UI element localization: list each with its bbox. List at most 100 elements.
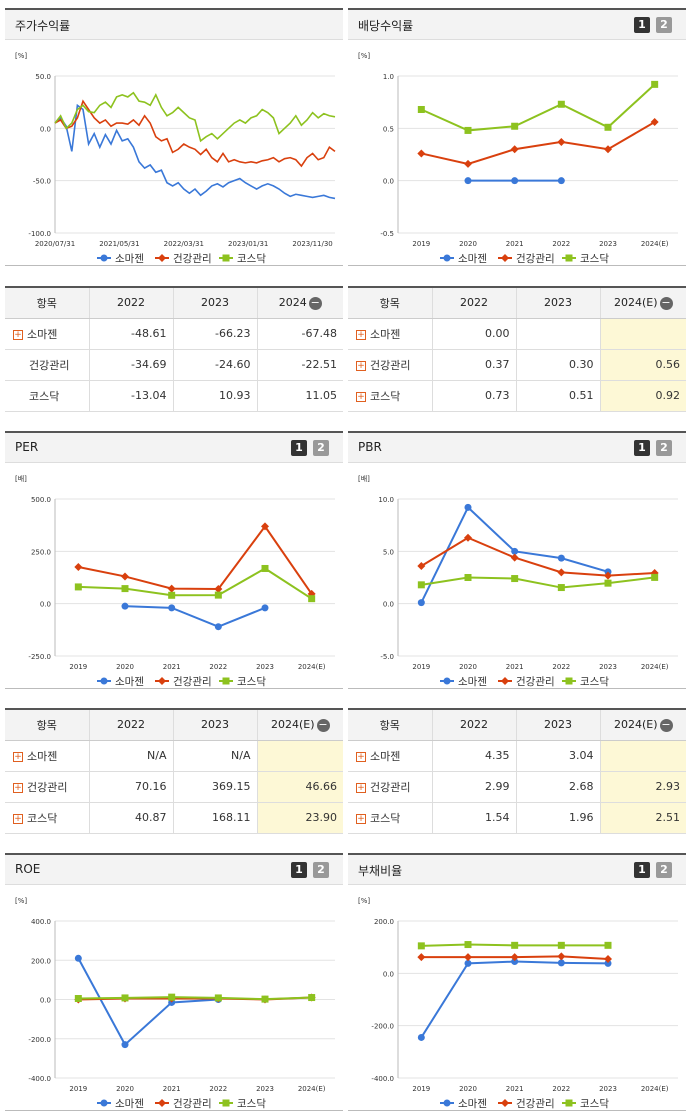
- data-point: [557, 554, 565, 562]
- expand-icon[interactable]: +: [13, 329, 23, 340]
- x-tick-label: 2022: [209, 1085, 227, 1093]
- table-cell: -13.04: [89, 380, 174, 412]
- expand-icon[interactable]: +: [356, 329, 366, 340]
- row-name-cell[interactable]: + 코스닥: [348, 802, 433, 834]
- data-point: [651, 80, 659, 88]
- data-point: [604, 579, 612, 587]
- page-2-button[interactable]: 2: [313, 862, 329, 878]
- column-header-label: 2023: [201, 296, 229, 310]
- row-name: 코스닥: [370, 389, 401, 403]
- table-cell: [600, 318, 686, 350]
- row-name-cell[interactable]: + 소마젠: [5, 318, 90, 350]
- page-1-button[interactable]: 1: [291, 440, 307, 456]
- x-tick-label: 2022: [552, 1085, 570, 1093]
- table-cell: -24.60: [173, 349, 258, 381]
- expand-icon[interactable]: +: [13, 782, 23, 793]
- row-name-cell[interactable]: + 코스닥: [5, 802, 90, 834]
- collapse-icon[interactable]: −: [659, 295, 673, 310]
- collapse-icon[interactable]: −: [659, 717, 673, 732]
- unit-label: [%]: [358, 52, 370, 60]
- expand-icon[interactable]: +: [13, 751, 23, 762]
- page-1-button[interactable]: 1: [634, 17, 650, 33]
- expand-icon[interactable]: +: [13, 813, 23, 824]
- chart-panel-per: PER 1 2 [배] 500.0 250.0 0.0 -250.0 2019 2020 20…: [5, 431, 343, 689]
- data-point: [464, 177, 472, 185]
- row-name-cell[interactable]: + 소마젠: [5, 740, 90, 772]
- table-row: + 건강관리 2.99 2.68 2.93: [348, 771, 686, 803]
- legend-label: 코스닥: [580, 676, 609, 688]
- chart-panel-stock-return: 주가수익률 [%] 50.0 0.0 -50.0 -100.0 2020/07/31 202…: [5, 8, 343, 266]
- table-cell: 2.68: [516, 771, 601, 803]
- column-header-label: 항목: [379, 718, 400, 732]
- data-point: [443, 1099, 451, 1107]
- y-tick-label: 200.0: [374, 918, 394, 926]
- unit-label: [%]: [15, 52, 27, 60]
- data-point: [261, 995, 269, 1003]
- x-tick-label: 2020: [459, 663, 477, 671]
- table-cell: -34.69: [89, 349, 174, 381]
- pbr-chart: [배] 10.0 5.0 0.0 -5.0 2019 2020 2021 2022 2023 202…: [358, 474, 678, 688]
- page-2-button[interactable]: 2: [656, 440, 672, 456]
- row-name-cell[interactable]: + 소마젠: [348, 318, 433, 350]
- expand-icon[interactable]: +: [356, 391, 366, 402]
- table-row: + 코스닥 40.87 168.11 23.90: [5, 802, 343, 834]
- expand-icon[interactable]: +: [356, 813, 366, 824]
- page-2-button[interactable]: 2: [656, 17, 672, 33]
- collapse-icon[interactable]: −: [308, 295, 322, 310]
- series-line: [78, 524, 313, 595]
- data-point: [464, 126, 472, 134]
- table-cell: 1.96: [516, 802, 601, 834]
- page-2-button[interactable]: 2: [656, 862, 672, 878]
- row-name-cell[interactable]: + 소마젠: [348, 740, 433, 772]
- row-name-cell: 건강관리: [5, 349, 90, 381]
- row-name-cell[interactable]: + 건강관리: [348, 349, 433, 381]
- data-point: [417, 105, 425, 113]
- page-1-button[interactable]: 1: [634, 862, 650, 878]
- data-point: [565, 254, 573, 262]
- data-point: [121, 572, 129, 581]
- y-tick-label: 0.0: [40, 601, 51, 609]
- panel-header: PER 1 2: [5, 433, 343, 463]
- row-name: 건강관리: [27, 780, 68, 794]
- row-name: 건강관리: [370, 358, 411, 372]
- data-point: [168, 604, 176, 612]
- table-row: 코스닥 -13.04 10.93 11.05: [5, 380, 343, 412]
- panel-header: PBR 1 2: [348, 433, 686, 463]
- x-tick-label: 2020: [116, 1085, 134, 1093]
- legend-label: 건강관리: [516, 676, 555, 688]
- legend-label: 건강관리: [516, 253, 555, 265]
- panel-header: ROE 1 2: [5, 855, 343, 885]
- column-header-label: 항목: [36, 296, 57, 310]
- table-cell: 1.54: [432, 802, 517, 834]
- row-name-cell[interactable]: + 코스닥: [348, 380, 433, 412]
- table-cell: 2.51: [600, 802, 686, 834]
- expand-icon[interactable]: +: [356, 782, 366, 793]
- page-1-button[interactable]: 1: [291, 862, 307, 878]
- data-point: [417, 561, 426, 570]
- collapse-icon[interactable]: −: [316, 717, 330, 732]
- x-tick-label: 2023: [599, 240, 617, 248]
- panel-title: PBR: [358, 440, 382, 454]
- column-header: 2022: [89, 709, 174, 741]
- chart-panel-debt-ratio: 부채비율 1 2 [%] 200.0 0.0 -200.0 -400.0 2019 2020…: [348, 853, 686, 1111]
- expand-icon[interactable]: +: [356, 360, 366, 371]
- chart-panel-roe: ROE 1 2 [%] 400.0 200.0 0.0 -200.0 -400.0 2019…: [5, 853, 343, 1111]
- data-point: [557, 959, 565, 967]
- row-name: 코스닥: [370, 811, 401, 825]
- series-line: [420, 83, 656, 132]
- row-name-cell[interactable]: + 건강관리: [348, 771, 433, 803]
- data-point: [167, 584, 176, 593]
- legend-label: 건강관리: [516, 1098, 555, 1110]
- table-cell: 0.73: [432, 380, 517, 412]
- series-line: [420, 536, 655, 577]
- table-header-row: 항목 2022 2023 2024(E) −: [348, 287, 686, 319]
- page-1-button[interactable]: 1: [634, 440, 650, 456]
- y-tick-label: 0.0: [40, 997, 51, 1005]
- column-header-label: 2023: [544, 718, 572, 732]
- data-point: [417, 1033, 425, 1041]
- expand-icon[interactable]: +: [356, 751, 366, 762]
- dividend-yield-table: 항목 2022 2023 2024(E) − + 소마젠 0.00 + 건강관리 0.37 0.30 0…: [348, 286, 686, 412]
- page-2-button[interactable]: 2: [313, 440, 329, 456]
- y-tick-label: 0.0: [383, 601, 394, 609]
- row-name-cell[interactable]: + 건강관리: [5, 771, 90, 803]
